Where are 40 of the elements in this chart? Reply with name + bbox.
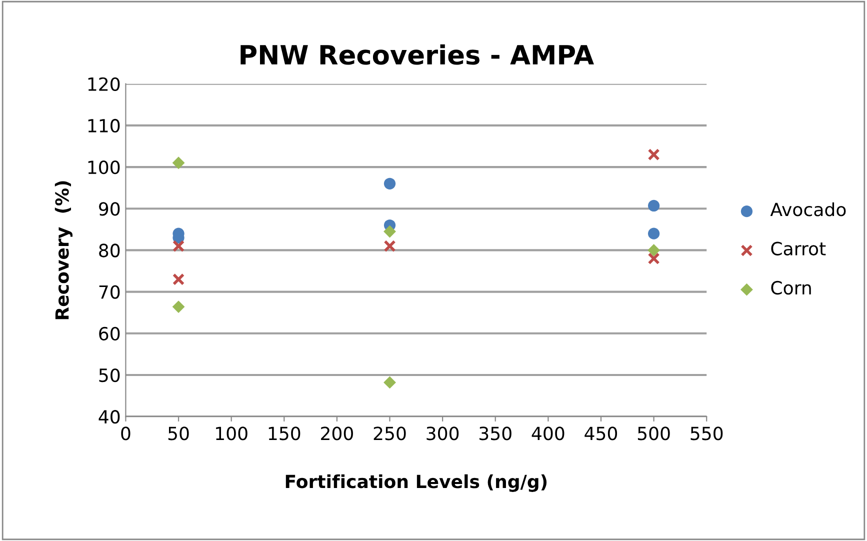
y-tick-label: 80 <box>99 244 120 258</box>
y-tick-label: 50 <box>99 368 120 382</box>
y-tick-label: 60 <box>99 326 120 341</box>
x-tick-label: 350 <box>480 426 512 440</box>
legend-label: Corn <box>771 280 811 295</box>
x-tick-label: 0 <box>121 426 130 440</box>
point <box>172 273 185 286</box>
point <box>648 200 660 212</box>
point <box>172 240 185 252</box>
chart-title: PNW Recoveries - AMPA <box>240 44 594 65</box>
x-tick-label: 150 <box>268 426 300 440</box>
y-tick-label: 90 <box>99 202 120 216</box>
point <box>384 376 396 389</box>
point <box>648 228 660 240</box>
point <box>648 252 660 265</box>
x-tick-label: 100 <box>216 426 248 440</box>
point <box>384 178 396 190</box>
point <box>172 300 185 313</box>
x-tick-label: 300 <box>426 426 459 440</box>
x-tick-label: 50 <box>168 426 189 440</box>
point <box>384 240 396 252</box>
y-axis-title: Recovery (%) <box>54 181 72 320</box>
y-tick-label: 110 <box>88 118 120 133</box>
x-tick-label: 200 <box>321 426 353 440</box>
x-tick-label: 550 <box>690 426 723 440</box>
point <box>384 225 396 238</box>
point <box>648 244 660 256</box>
y-tick-label: 120 <box>88 77 120 91</box>
point <box>648 148 660 161</box>
y-tick-label: 40 <box>98 410 120 424</box>
x-axis-title: Fortification Levels (ng/g) <box>286 474 547 492</box>
legend-label: Avocado <box>770 202 846 216</box>
point <box>172 156 185 170</box>
x-tick-label: 400 <box>532 426 564 440</box>
y-tick-label: 70 <box>99 285 120 299</box>
y-tick-label: 100 <box>88 160 120 174</box>
x-tick-label: 250 <box>374 426 406 440</box>
legend-label: Carrot <box>771 242 826 256</box>
x-tick-label: 500 <box>638 426 670 440</box>
x-tick-label: 450 <box>584 426 618 440</box>
